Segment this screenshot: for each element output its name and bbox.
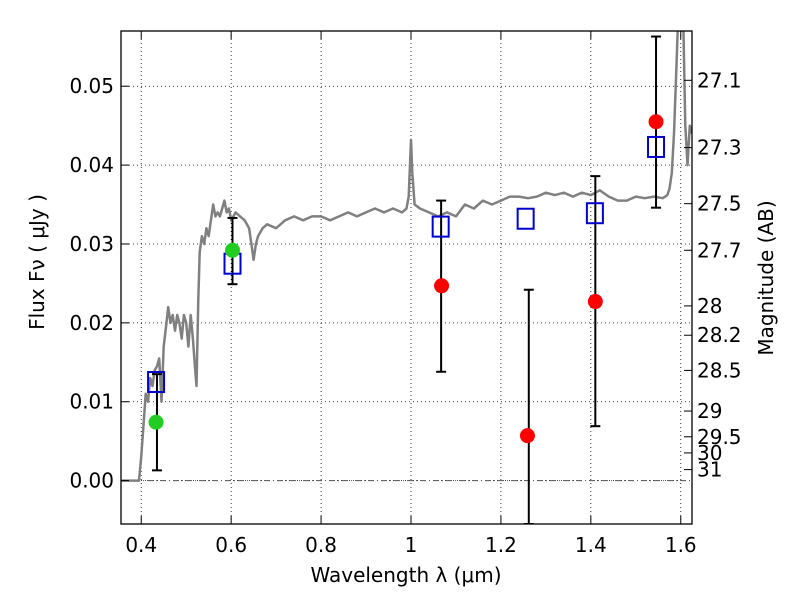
observed-flux-red-marker: [519, 428, 535, 444]
plot-frame: [120, 30, 693, 525]
axis-ticks: [121, 31, 692, 524]
magnitude-tick-label: 27.5: [697, 192, 742, 216]
magnitude-tick-label: 27.7: [697, 238, 742, 262]
y-tick-label: 0.05: [69, 74, 114, 98]
plot-area: [121, 31, 692, 524]
y-tick-label: 0.00: [69, 469, 114, 493]
x-tick-labels: 0.4 0.6 0.8 1 1.2 1.4 1.6: [125, 533, 696, 557]
y-tick-label: 0.02: [69, 311, 114, 335]
x-tick-label: 1: [405, 533, 418, 557]
magnitude-axis-label: Magnitude (AB): [754, 200, 778, 355]
magnitude-tick-label: 27.3: [697, 136, 742, 160]
observed-flux-green-marker: [148, 414, 164, 430]
x-axis-label: Wavelength λ (μm): [310, 563, 501, 587]
observed-flux-green-marker: [225, 242, 241, 258]
observed-flux-red-marker: [434, 278, 450, 294]
magnitude-tick-label: 28.2: [697, 323, 742, 347]
grid-lines: [121, 31, 692, 524]
x-tick-label: 1.6: [665, 533, 697, 557]
model-spectrum-line: [121, 31, 692, 482]
x-tick-label: 0.6: [215, 533, 247, 557]
x-tick-label: 0.8: [305, 533, 337, 557]
x-tick-label: 0.4: [125, 533, 157, 557]
magnitude-tick-label: 29: [697, 399, 722, 423]
y-tick-label: 0.04: [69, 153, 114, 177]
magnitude-tick-label: 28.5: [697, 358, 742, 382]
magnitude-tick-label: 27.1: [697, 68, 742, 92]
model-flux-square-marker: [431, 215, 450, 238]
y-tick-label: 0.01: [69, 390, 114, 414]
y-tick-labels: 0.00 0.01 0.02 0.03 0.04 0.05: [69, 74, 114, 492]
observed-flux-red-marker: [587, 294, 603, 310]
magnitude-tick-label: 30: [697, 441, 722, 465]
y-tick-label: 0.03: [69, 232, 114, 256]
x-tick-label: 1.2: [485, 533, 517, 557]
model-flux-square-marker: [585, 202, 604, 225]
observed-flux-red-marker: [648, 114, 664, 130]
model-flux-square-marker: [147, 371, 166, 394]
magnitude-tick-label: 29.5: [697, 425, 742, 449]
model-flux-square-marker: [647, 135, 666, 158]
magnitude-tick-label: 28: [697, 294, 722, 318]
x-tick-label: 1.4: [575, 533, 607, 557]
y-axis-label: Flux Fν ( μJy ): [25, 194, 49, 330]
magnitude-tick-label: 31: [697, 458, 722, 482]
model-flux-square-marker: [516, 207, 535, 230]
